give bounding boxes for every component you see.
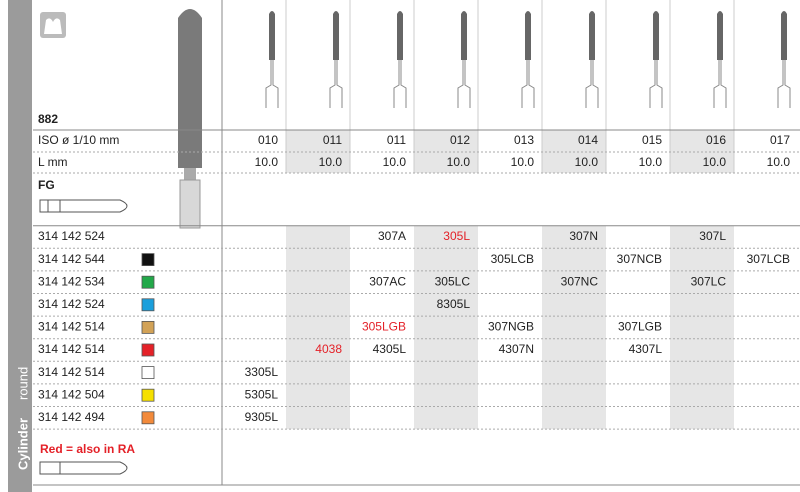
color-swatch [141,275,155,289]
length-value: 10.0 [255,155,279,169]
cell-value: 307NCB [617,252,662,266]
cell-value: 305LC [435,274,471,288]
column-shade [670,225,734,430]
order-code: 314 142 534 [38,274,105,288]
iso-value: 013 [514,133,534,147]
bur-image [269,11,275,60]
bur-image [717,11,723,60]
cell-value: 305LCB [491,252,534,266]
order-code: 314 142 544 [38,252,105,266]
order-code: 314 142 524 [38,229,105,243]
column-shade [542,225,606,430]
cell-value: 305L [443,229,470,243]
cell-value: 307NGB [488,320,534,334]
bur-image [713,60,727,108]
column-shade [286,225,350,430]
side-bar [8,0,32,492]
color-swatch [141,253,155,267]
bur-image [521,60,535,108]
length-value: 10.0 [383,155,407,169]
row-label: L mm [38,155,68,169]
length-value: 10.0 [319,155,343,169]
cell-value: 307L [699,229,726,243]
order-code: 314 142 514 [38,365,105,379]
bur-image [589,11,595,60]
bur-image [265,60,279,108]
cell-value: 9305L [245,410,279,424]
bur-image [457,60,471,108]
iso-value: 016 [706,133,726,147]
cell-value: 4307N [499,342,534,356]
bur-icon [39,461,128,475]
note: Red = also in RA [40,442,135,456]
bur-image [525,11,531,60]
color-swatch [141,343,155,357]
color-swatch [141,366,155,380]
icon [44,18,62,34]
cell-value: 305LGB [362,320,406,334]
iso-value: 011 [387,133,406,147]
bur-image [179,179,201,229]
color-swatch [141,388,155,402]
cell-value: 5305L [245,387,279,401]
product-number: 882 [38,112,58,126]
cell-value: 307LGB [618,320,662,334]
bur-image [585,60,599,108]
iso-value: 010 [258,133,278,147]
cell-value: 307N [569,229,598,243]
cell-value: 4307L [629,342,663,356]
side-label: Cylinder [15,418,30,470]
bur-image [649,60,663,108]
cell-value: 3305L [245,365,279,379]
bur-image [653,11,659,60]
color-swatch [141,411,155,425]
order-code: 314 142 524 [38,297,105,311]
iso-value: 011 [323,133,342,147]
bur-image [397,11,403,60]
cell-value: 4305L [373,342,407,356]
color-swatch [141,298,155,312]
order-code: 314 142 514 [38,320,105,334]
length-value: 10.0 [447,155,471,169]
length-value: 10.0 [703,155,727,169]
bur-image [781,11,787,60]
order-code: 314 142 514 [38,342,105,356]
cell-value: 4038 [315,342,342,356]
length-value: 10.0 [575,155,599,169]
bur-image [777,60,791,108]
cell-value: 307NC [561,274,599,288]
cell-value: 307LCB [747,252,790,266]
side-label: round [15,367,30,400]
length-value: 10.0 [511,155,535,169]
cell-value: 307LC [691,274,727,288]
cell-value: 307AC [369,274,406,288]
bur-image [329,60,343,108]
length-value: 10.0 [767,155,791,169]
bur-image [184,168,196,180]
bur-image [461,11,467,60]
iso-value: 012 [450,133,470,147]
color-swatch [141,320,155,334]
iso-value: 015 [642,133,662,147]
cell-value: 8305L [437,297,471,311]
order-code: 314 142 494 [38,410,105,424]
row-label: ISO ø 1/10 mm [38,133,119,147]
iso-value: 014 [578,133,598,147]
fg-label: FG [38,178,55,192]
bur-image [393,60,407,108]
iso-value: 017 [770,133,790,147]
bur-image [178,9,202,168]
length-value: 10.0 [639,155,663,169]
column-shade [414,225,478,430]
bur-icon [39,199,128,213]
cell-value: 307A [378,229,406,243]
order-code: 314 142 504 [38,387,105,401]
bur-image [333,11,339,60]
